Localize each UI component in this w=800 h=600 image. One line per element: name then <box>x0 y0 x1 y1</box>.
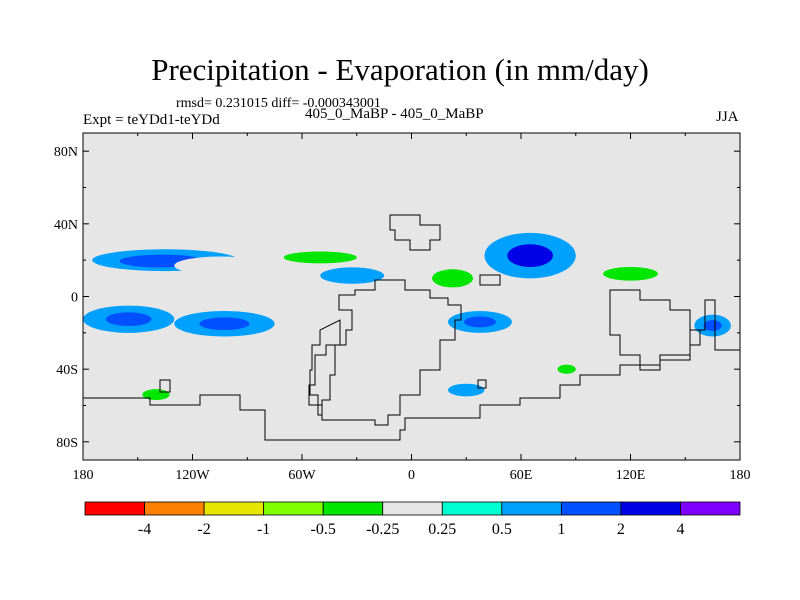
region-n-pacific-green <box>174 256 266 275</box>
coastline-europe-asia <box>389 214 441 251</box>
plot-background <box>83 133 740 460</box>
y-tick-label: 40S <box>56 363 78 378</box>
season-label: JJA <box>716 109 739 125</box>
region-s-ocean-green-2 <box>265 360 302 379</box>
chart-title: Precipitation - Evaporation (in mm/day) <box>151 52 649 87</box>
region-core-c-america-band <box>283 251 357 264</box>
anomaly-regions <box>83 231 740 406</box>
coastline-south-america <box>309 319 341 416</box>
x-tick-label: 0 <box>408 468 415 483</box>
region-core-asia-core <box>507 244 553 267</box>
y-tick-label: 80S <box>56 436 78 451</box>
coastline-pacific-island <box>479 274 501 286</box>
colorbar-swatch <box>560 501 622 516</box>
x-tick-label: 180 <box>73 468 94 483</box>
region-w-pacific-band <box>685 260 740 288</box>
colorbar-swatch <box>322 501 384 516</box>
stats-line: rmsd= 0.231015 diff= -0.000343001 <box>176 96 381 111</box>
region-core-s-indian-green <box>557 364 576 374</box>
region-core-australia-east <box>703 320 722 332</box>
colorbar-swatch <box>620 501 681 516</box>
coastline-africa <box>308 279 462 426</box>
colorbar-swatch <box>441 501 503 516</box>
y-tick-label: 0 <box>71 291 78 306</box>
colorbar-swatch <box>144 501 205 516</box>
colorbar-label: 0.25 <box>428 521 456 538</box>
colorbar-label: 1 <box>557 521 565 538</box>
colorbar-label: 4 <box>676 521 684 538</box>
y-tick-label: 40N <box>54 218 78 233</box>
colorbar-swatch <box>382 501 443 516</box>
x-tick-label: 60E <box>510 468 533 483</box>
y-tick-label: 80N <box>54 145 78 160</box>
colorbar: -4 -2 -1 -0.5 -0.25 0.25 0.5 1 2 4 <box>84 501 741 538</box>
colorbar-swatch <box>84 501 145 516</box>
x-tick-label: 120W <box>175 468 210 483</box>
colorbar-label: -0.5 <box>311 521 336 538</box>
colorbar-swatch <box>501 501 562 516</box>
x-tick-label: 120E <box>616 468 646 483</box>
colorbar-label: 2 <box>617 521 625 538</box>
axis-ticks: 180 120W 60W 0 60E 120E 180 80N 40N 0 40S 80S <box>54 133 751 483</box>
coastline-southern-islands <box>159 379 487 393</box>
region-core-asia-green <box>603 266 658 281</box>
coastlines <box>83 214 740 441</box>
coastline-southern <box>83 299 740 441</box>
colorbar-label: -1 <box>257 521 270 538</box>
colorbar-label: -0.25 <box>366 521 399 538</box>
colorbar-swatch <box>263 501 324 516</box>
region-n-pacific-40n <box>156 231 239 242</box>
colorbar-label: -4 <box>138 521 151 538</box>
colorbar-label: 0.5 <box>492 521 512 538</box>
region-core-s-pacific-band <box>105 312 152 327</box>
region-core-africa-band <box>432 269 474 288</box>
region-core-s-pacific-blob <box>199 317 250 331</box>
experiment-label: Expt = teYDd1-teYDd <box>83 112 220 128</box>
region-n-atlantic-blob <box>320 267 385 284</box>
region-s-ocean-cyan <box>448 383 485 397</box>
colorbar-label: -2 <box>197 521 210 538</box>
region-s-atlantic-green <box>302 323 348 351</box>
region-core-indian-ocean-blob <box>463 316 496 328</box>
colorbar-swatch <box>203 501 265 516</box>
x-tick-label: 60W <box>288 468 316 483</box>
x-tick-label: 180 <box>730 468 751 483</box>
period-label: 405_0_MaBP - 405_0_MaBP <box>305 106 484 122</box>
colorbar-swatch <box>680 501 741 516</box>
